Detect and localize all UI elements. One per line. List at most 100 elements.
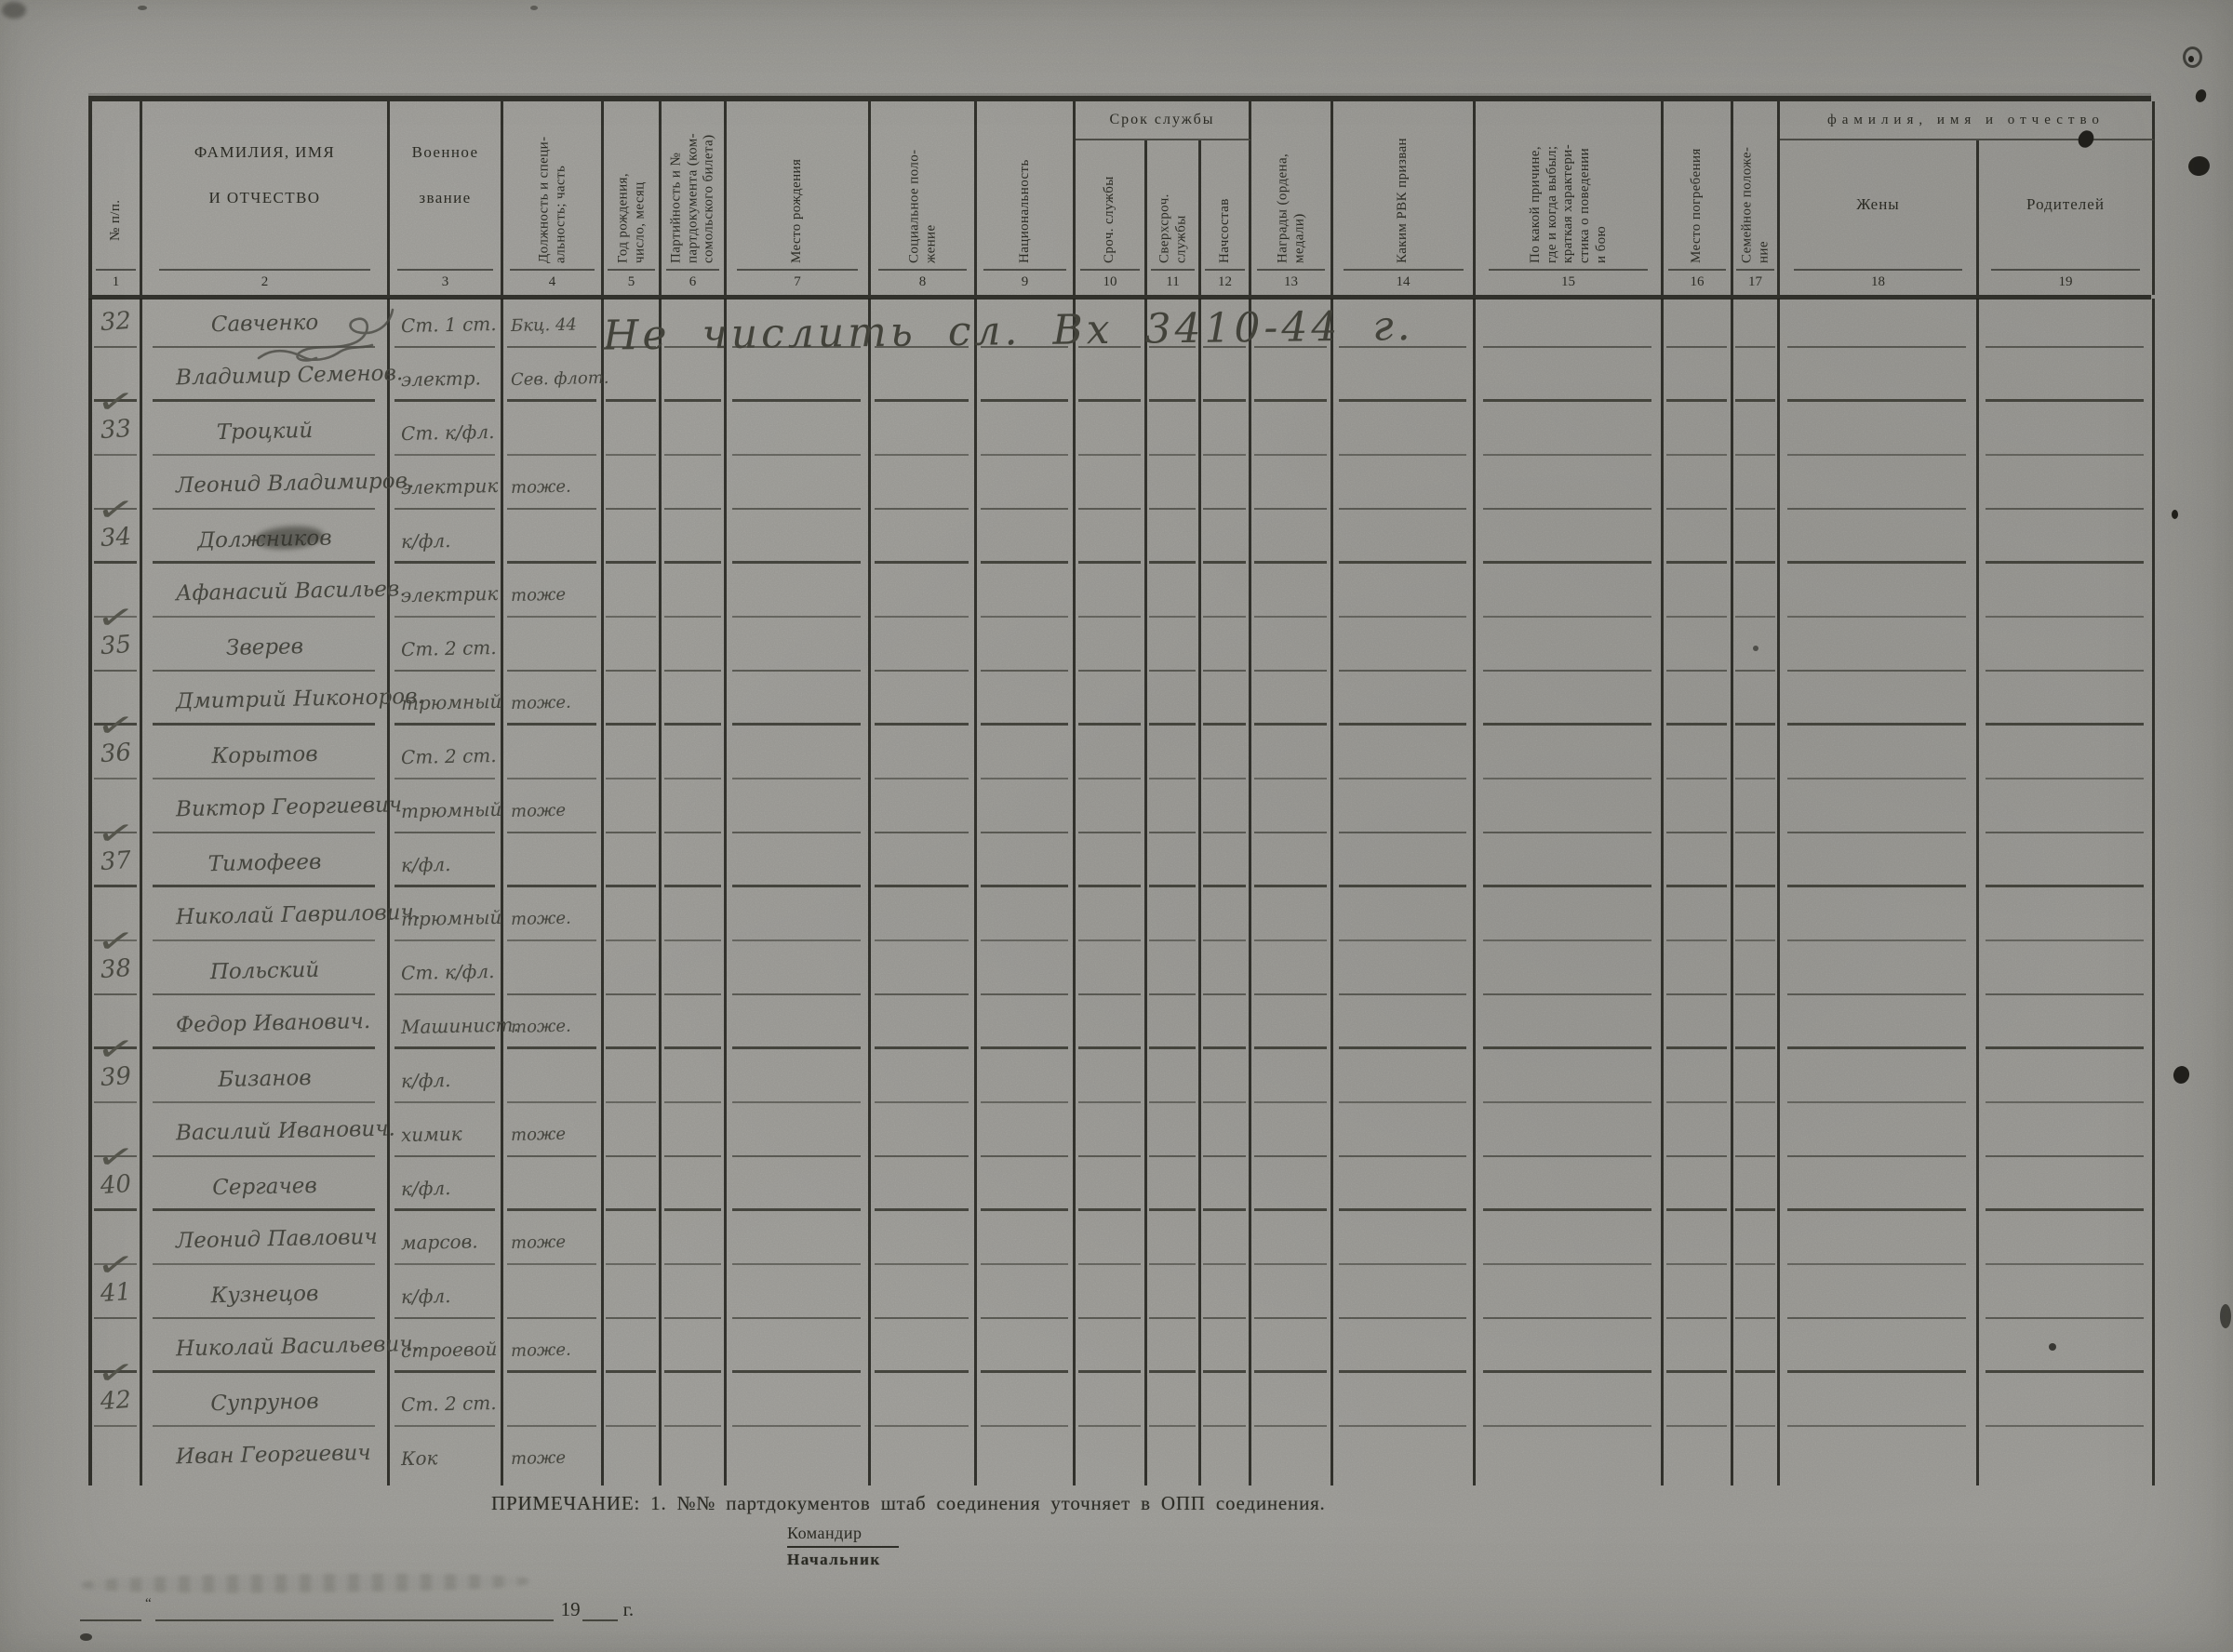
cell-r16-c12 [1201, 1108, 1251, 1162]
cell-r11-c19 [1979, 838, 2155, 892]
column-label: № п/п. [107, 199, 123, 241]
cell-r6-c16 [1664, 568, 1733, 622]
cell-r7-c3: Ст. 2 ст. [390, 622, 503, 676]
cell-r22-c14 [1333, 1432, 1476, 1485]
cell-r4-c11 [1147, 460, 1201, 514]
cell-r12-c6 [662, 892, 727, 946]
cell-r11-c11 [1147, 838, 1201, 892]
cell-r16-c6 [662, 1108, 727, 1162]
cell-r18-c3: марсов. [390, 1216, 503, 1270]
cell-r5-c14 [1333, 514, 1476, 568]
cell-r5-c10 [1076, 514, 1147, 568]
handwritten-rank: Ст. к/фл. [400, 420, 495, 446]
cell-r14-c14 [1333, 1000, 1476, 1054]
cell-r2-c11 [1147, 353, 1201, 406]
handwritten-name: Афанасий Васильев. [175, 577, 407, 606]
cell-r21-c15 [1476, 1378, 1664, 1432]
cell-r10-c17 [1733, 784, 1780, 838]
cell-r12-c8 [871, 892, 977, 946]
cell-r8-c7 [727, 676, 871, 730]
cell-r22-c9 [977, 1432, 1076, 1485]
cell-r10-c16 [1664, 784, 1733, 838]
paper-speck [2220, 1304, 2231, 1328]
cell-r3-c16 [1664, 406, 1733, 460]
handwritten-unit: тоже. [510, 476, 571, 499]
cell-r20-c5 [604, 1324, 662, 1378]
handwritten-unit: тоже [510, 584, 567, 606]
cell-r12-c5 [604, 892, 662, 946]
year-prefix: 19 [560, 1598, 581, 1620]
cell-r1-c17 [1733, 299, 1780, 353]
cell-r4-c10 [1076, 460, 1147, 514]
cell-r18-c8 [871, 1216, 977, 1270]
cell-r11-c13 [1251, 838, 1333, 892]
column-header-3: Военное звание [390, 101, 503, 269]
cell-r13-c8 [871, 946, 977, 1000]
cell-r14-c9 [977, 1000, 1076, 1054]
column-header-12: Начсостав [1201, 140, 1251, 269]
cell-r4-c9 [977, 460, 1076, 514]
cell-r20-c18 [1780, 1324, 1979, 1378]
cell-r22-c4: тоже [503, 1432, 604, 1485]
cell-r19-c7 [727, 1270, 871, 1324]
cell-r6-c19 [1979, 568, 2155, 622]
cell-r9-c10 [1076, 730, 1147, 784]
handwritten-unit: тоже. [510, 692, 571, 714]
pencil-checkmark-icon: ✓ [93, 1245, 138, 1286]
handwritten-name: Зверев [225, 634, 304, 660]
cell-r20-c12 [1201, 1324, 1251, 1378]
cell-r6-c3: электрик [390, 568, 503, 622]
cell-r1-c11 [1147, 299, 1201, 353]
cell-r2-c13 [1251, 353, 1333, 406]
cell-r1-c13 [1251, 299, 1333, 353]
register-table-body: 32 Савченко Ст. 1 ст. Бкц. 44 ✓ Владимир Семе… [88, 299, 2155, 1485]
cell-r17-c13 [1251, 1162, 1333, 1216]
cell-r22-c18 [1780, 1432, 1979, 1485]
handwritten-rank: к/фл. [400, 529, 451, 553]
column-header-17: Семейное положе- ние [1733, 101, 1780, 269]
handwritten-name: Николай Васильевич. [175, 1331, 421, 1362]
cell-r8-c3: трюмный [390, 676, 503, 730]
handwritten-name: Федор Иванович. [175, 1008, 371, 1038]
cell-r10-c7 [727, 784, 871, 838]
cell-r5-c8 [871, 514, 977, 568]
cell-r22-c16 [1664, 1432, 1733, 1485]
column-number: 16 [1664, 269, 1733, 295]
column-number: 18 [1780, 269, 1979, 295]
cell-r10-c2: Виктор Георгиевич [142, 784, 402, 838]
cell-r17-c2: Сергачев [142, 1162, 390, 1216]
cell-r1-c18 [1780, 299, 1979, 353]
cell-r16-c8 [871, 1108, 977, 1162]
cell-r8-c17 [1733, 676, 1780, 730]
column-header-14: Каким РВК призван [1333, 101, 1476, 269]
cell-r6-c5 [604, 568, 662, 622]
cell-r21-c6 [662, 1378, 727, 1432]
cell-r3-c2: Троцкий [142, 406, 390, 460]
handwritten-unit: тоже. [510, 1339, 571, 1362]
cell-r14-c12 [1201, 1000, 1251, 1054]
cell-r22-c11 [1147, 1432, 1201, 1485]
cell-r12-c16 [1664, 892, 1733, 946]
cell-r18-c2: Леонид Павлович [142, 1216, 390, 1270]
cell-r1-c7 [727, 299, 871, 353]
cell-r4-c18 [1780, 460, 1979, 514]
handwritten-rank: к/фл. [400, 1285, 451, 1309]
cell-r14-c1: ✓ [92, 1000, 142, 1071]
handwritten-name: Василий Иванович. [175, 1116, 396, 1146]
column-label: Место рождения [789, 158, 805, 263]
cell-r4-c5 [604, 460, 662, 514]
cell-r7-c7 [727, 622, 871, 676]
cell-r16-c1: ✓ [92, 1108, 142, 1179]
column-number: 6 [662, 269, 727, 295]
cell-r7-c9 [977, 622, 1076, 676]
cell-r2-c16 [1664, 353, 1733, 406]
cell-r16-c13 [1251, 1108, 1333, 1162]
cell-r9-c15 [1476, 730, 1664, 784]
cell-r8-c4: тоже. [503, 676, 604, 730]
cell-r20-c9 [977, 1324, 1076, 1378]
cell-r20-c1: ✓ [92, 1324, 142, 1394]
handwritten-rank: к/фл. [400, 1069, 451, 1093]
paper-speck [138, 6, 147, 10]
cell-r16-c11 [1147, 1108, 1201, 1162]
